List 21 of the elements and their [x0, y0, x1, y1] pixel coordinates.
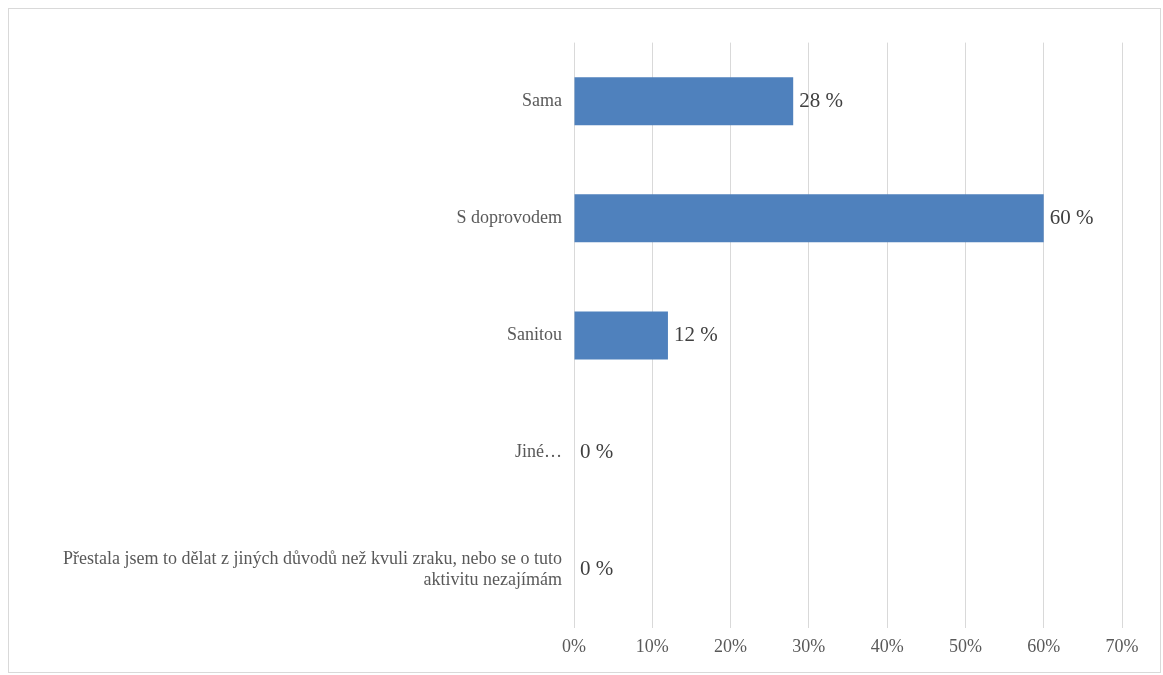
data-label: 60 % [1049, 204, 1094, 229]
bar [574, 194, 1044, 243]
data-label: 0 % [580, 556, 614, 581]
x-tick-label: 50% [948, 635, 982, 656]
y-tick-label: Sanitou [506, 324, 562, 345]
x-tick-label: 40% [870, 635, 904, 656]
y-tick-label: Přestala jsem to dělat z jiných důvodů než kvuli zraku, nebo se o tuto aktivitu nezajímám [63, 547, 562, 590]
x-tick-label: 20% [714, 635, 748, 656]
bar [574, 77, 794, 126]
data-label: 12 % [673, 322, 718, 347]
y-tick-label: S doprovodem [456, 207, 562, 228]
data-label: 28 % [799, 87, 843, 112]
bar [574, 311, 668, 360]
x-tick-label: 10% [635, 635, 669, 656]
x-tick-label: 0% [562, 635, 586, 656]
data-label: 0 % [580, 439, 614, 464]
y-tick-label: Sama [522, 89, 562, 110]
x-tick-label: 60% [1027, 635, 1061, 656]
x-tick-label: 70% [1105, 635, 1139, 656]
y-tick-label: Jiné… [515, 441, 562, 462]
x-tick-label: 30% [792, 635, 826, 656]
